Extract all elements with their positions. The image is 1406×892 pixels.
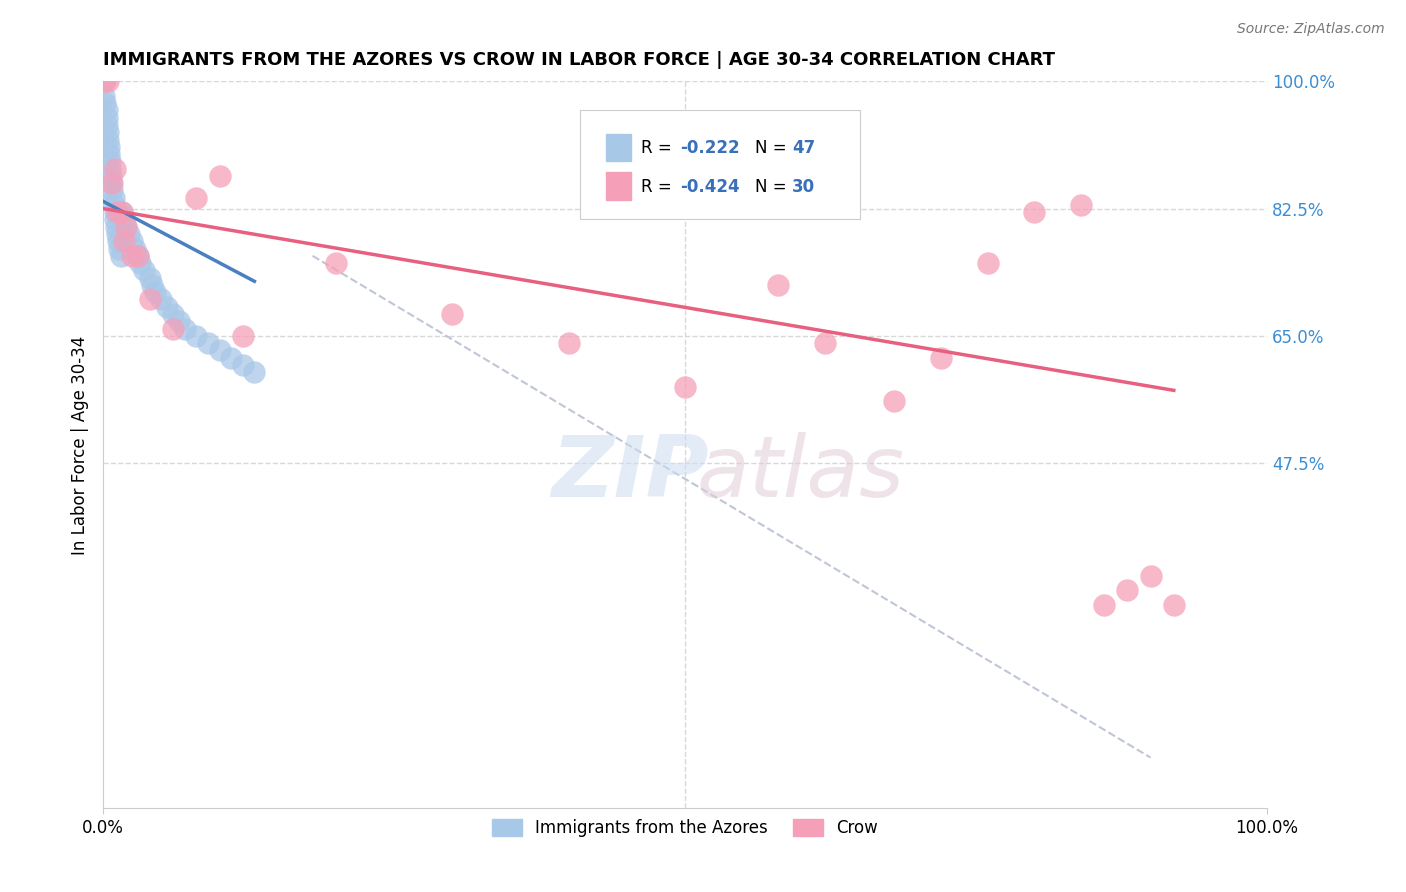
Point: [132, 263, 155, 277]
Point: [100, 169, 122, 183]
Point: [98, 154, 121, 169]
Text: ZIP: ZIP: [551, 433, 709, 516]
Point: [115, 219, 138, 234]
Point: [112, 235, 135, 249]
Point: [108, 242, 131, 256]
FancyBboxPatch shape: [581, 111, 859, 219]
Text: R =: R =: [641, 139, 676, 157]
Point: [127, 249, 149, 263]
Point: [162, 321, 184, 335]
Text: -0.424: -0.424: [681, 178, 740, 195]
Point: [103, 198, 125, 212]
Point: [96, 103, 118, 118]
Point: [232, 328, 254, 343]
Point: [101, 183, 124, 197]
Point: [325, 256, 347, 270]
Text: N =: N =: [755, 178, 792, 195]
Point: [93, 74, 115, 88]
Point: [104, 161, 127, 176]
Point: [145, 285, 167, 300]
Point: [129, 256, 152, 270]
Point: [162, 307, 184, 321]
Point: [105, 205, 128, 219]
Text: -0.222: -0.222: [681, 139, 740, 157]
Point: [186, 328, 208, 343]
Point: [557, 336, 579, 351]
Text: Source: ZipAtlas.com: Source: ZipAtlas.com: [1237, 22, 1385, 37]
Point: [111, 205, 134, 219]
Point: [197, 336, 219, 351]
Text: 30: 30: [792, 178, 815, 195]
Point: [96, 111, 118, 125]
Point: [1139, 568, 1161, 582]
Point: [103, 191, 125, 205]
Point: [107, 235, 129, 249]
Point: [97, 147, 120, 161]
Y-axis label: In Labor Force | Age 30-34: In Labor Force | Age 30-34: [72, 335, 89, 555]
Point: [232, 358, 254, 372]
Point: [112, 212, 135, 227]
Point: [219, 351, 242, 365]
Point: [150, 293, 173, 307]
Text: 47: 47: [792, 139, 815, 157]
Point: [1024, 205, 1046, 219]
Legend: Immigrants from the Azores, Crow: Immigrants from the Azores, Crow: [485, 813, 884, 844]
Point: [104, 205, 127, 219]
Point: [673, 380, 696, 394]
Point: [1070, 198, 1092, 212]
Point: [186, 191, 208, 205]
Point: [976, 256, 998, 270]
Point: [127, 249, 149, 263]
Point: [101, 176, 124, 190]
Point: [766, 277, 789, 292]
Bar: [606, 134, 631, 161]
Point: [110, 249, 132, 263]
Point: [441, 307, 464, 321]
Bar: [606, 172, 631, 200]
Point: [141, 277, 163, 292]
Point: [1116, 583, 1139, 598]
Point: [156, 300, 179, 314]
Text: N =: N =: [755, 139, 792, 157]
Point: [94, 74, 117, 88]
Point: [97, 140, 120, 154]
Point: [1092, 598, 1115, 612]
Point: [98, 161, 121, 176]
Point: [208, 343, 231, 358]
Point: [118, 227, 141, 241]
Point: [121, 235, 143, 249]
Point: [93, 88, 115, 103]
Point: [94, 96, 117, 111]
Point: [208, 169, 231, 183]
Point: [121, 249, 143, 263]
Point: [97, 74, 120, 88]
Text: R =: R =: [641, 178, 676, 195]
Point: [883, 394, 905, 409]
Point: [243, 365, 266, 379]
Point: [929, 351, 952, 365]
Text: IMMIGRANTS FROM THE AZORES VS CROW IN LABOR FORCE | AGE 30-34 CORRELATION CHART: IMMIGRANTS FROM THE AZORES VS CROW IN LA…: [103, 51, 1054, 69]
Point: [1163, 598, 1185, 612]
Point: [124, 242, 146, 256]
Text: atlas: atlas: [696, 433, 904, 516]
Point: [115, 219, 138, 234]
Point: [104, 219, 127, 234]
Point: [97, 132, 120, 146]
Point: [104, 212, 127, 227]
Point: [173, 321, 195, 335]
Point: [97, 125, 120, 139]
Point: [138, 270, 160, 285]
Point: [100, 176, 122, 190]
Point: [814, 336, 837, 351]
Point: [167, 314, 190, 328]
Point: [96, 118, 118, 132]
Point: [138, 293, 160, 307]
Point: [105, 227, 128, 241]
Point: [111, 205, 134, 219]
